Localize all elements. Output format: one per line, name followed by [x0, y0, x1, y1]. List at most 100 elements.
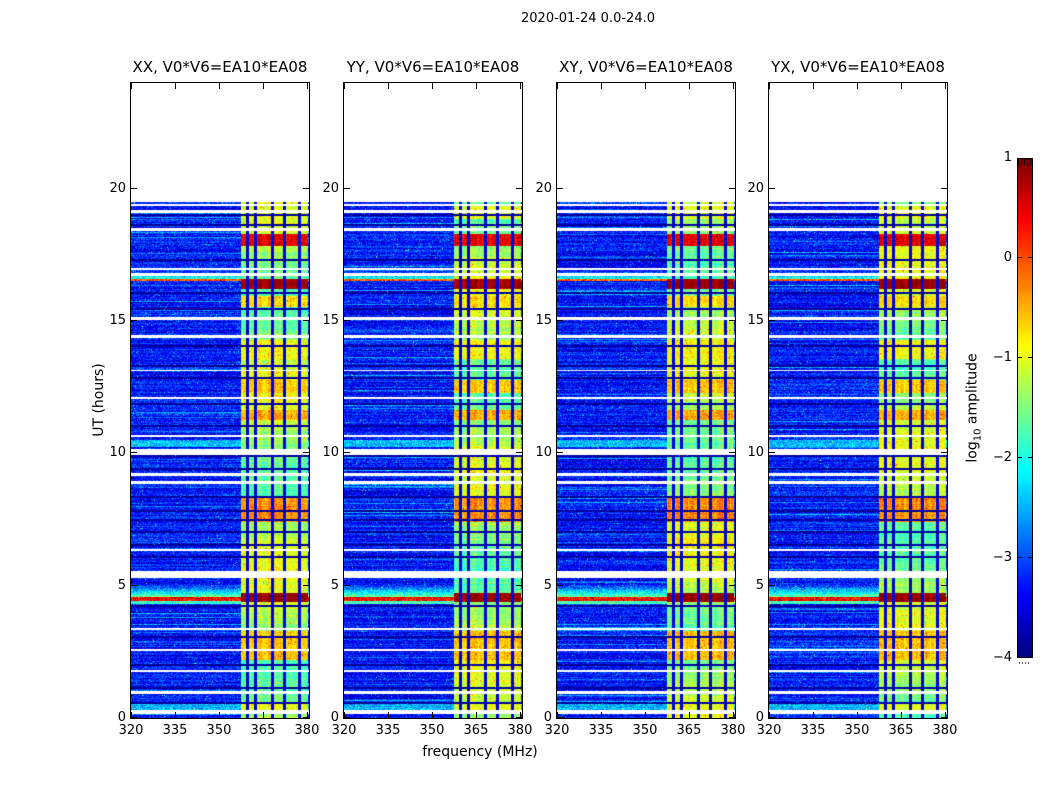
colorbar-tick-mark: [1018, 457, 1022, 458]
y-tick-label: 20: [322, 180, 339, 196]
axis-tick-right: [516, 187, 522, 189]
axis-tick-bottom: [131, 712, 132, 718]
axis-tick-top: [431, 83, 433, 89]
colorbar-tick-label: −4: [992, 650, 1012, 665]
spectrogram-panel-yy: [343, 82, 523, 719]
axis-tick-bottom: [688, 712, 690, 718]
colorbar-tick-mark: [1018, 357, 1022, 358]
axis-tick-bottom: [812, 712, 814, 718]
y-tick-label: 20: [535, 180, 552, 196]
axis-tick-bottom: [557, 712, 558, 718]
axis-tick-left: [557, 584, 563, 586]
x-tick-label: 380: [720, 723, 746, 738]
spectrogram-panel-xx: [130, 82, 310, 719]
x-tick-label: 350: [206, 723, 232, 738]
axis-tick-left: [344, 187, 350, 189]
axis-tick-top: [344, 83, 345, 89]
axis-tick-right: [303, 584, 309, 586]
panel-title-xx: XX, V0*V6=EA10*EA08: [132, 58, 308, 76]
x-tick-label: 350: [844, 723, 870, 738]
colorbar: [1017, 158, 1033, 658]
colorbar-label: log10 amplitude: [965, 353, 984, 462]
axis-tick-left: [131, 320, 137, 322]
colorbar-tick-mark: [1028, 457, 1032, 458]
axis-tick-top: [856, 83, 858, 89]
axis-tick-left: [557, 187, 563, 189]
axis-tick-top: [519, 83, 521, 89]
axis-tick-top: [944, 83, 946, 89]
x-tick-label: 365: [676, 723, 702, 738]
y-tick-label: 0: [330, 710, 339, 725]
axis-tick-right: [729, 452, 735, 454]
axis-tick-left: [131, 452, 137, 454]
axis-tick-left: [769, 320, 775, 322]
axis-tick-right: [516, 452, 522, 454]
axis-tick-top: [900, 83, 902, 89]
y-tick-label: 15: [109, 313, 126, 329]
y-tick-label: 0: [117, 710, 126, 725]
axis-tick-top: [688, 83, 690, 89]
axis-tick-top: [387, 83, 389, 89]
colorbar-label-subscript: 10: [972, 428, 984, 442]
axis-tick-bottom: [769, 712, 770, 718]
y-tick-label: 5: [543, 577, 552, 593]
x-tick-label: 365: [888, 723, 914, 738]
axis-tick-left: [131, 717, 137, 718]
panel-title-yx: YX, V0*V6=EA10*EA08: [771, 58, 945, 76]
axis-tick-left: [344, 320, 350, 322]
axis-tick-left: [557, 452, 563, 454]
axis-tick-bottom: [856, 712, 858, 718]
axis-tick-bottom: [306, 712, 308, 718]
panel-title-yy: YY, V0*V6=EA10*EA08: [346, 58, 520, 76]
axis-tick-bottom: [387, 712, 389, 718]
axis-tick-bottom: [600, 712, 602, 718]
y-tick-label: 5: [117, 577, 126, 593]
colorbar-tick-label: 0: [1003, 250, 1012, 265]
x-tick-label: 365: [463, 723, 489, 738]
axis-tick-right: [303, 717, 309, 718]
x-tick-label: 350: [419, 723, 445, 738]
y-tick-label: 15: [535, 313, 552, 329]
axis-tick-top: [600, 83, 602, 89]
axis-tick-left: [769, 187, 775, 189]
axis-tick-right: [516, 717, 522, 718]
axis-tick-bottom: [344, 712, 345, 718]
axis-tick-right: [941, 717, 947, 718]
axis-tick-bottom: [218, 712, 220, 718]
x-tick-label: 365: [250, 723, 276, 738]
spectrogram-canvas-yy: [344, 83, 522, 718]
axis-tick-left: [769, 584, 775, 586]
axis-tick-bottom: [732, 712, 734, 718]
y-tick-label: 10: [322, 445, 339, 461]
x-tick-label: 320: [544, 723, 570, 738]
axis-tick-left: [344, 452, 350, 454]
axis-tick-top: [306, 83, 308, 89]
colorbar-tick-mark: [1028, 257, 1032, 258]
axis-tick-top: [732, 83, 734, 89]
axis-tick-right: [941, 584, 947, 586]
x-tick-label: 335: [588, 723, 614, 738]
axis-tick-top: [812, 83, 814, 89]
y-tick-label: 5: [755, 577, 764, 593]
panel-title-xy: XY, V0*V6=EA10*EA08: [559, 58, 733, 76]
axis-tick-left: [769, 717, 775, 718]
axis-tick-bottom: [262, 712, 264, 718]
colorbar-tick-mark: [1018, 557, 1022, 558]
axis-tick-right: [941, 320, 947, 322]
x-tick-label: 320: [118, 723, 144, 738]
colorbar-tick-label: 1: [1003, 150, 1012, 165]
y-tick-label: 0: [755, 710, 764, 725]
spectrogram-canvas-yx: [769, 83, 947, 718]
y-tick-label: 5: [330, 577, 339, 593]
y-axis-label: UT (hours): [91, 363, 107, 437]
axis-tick-bottom: [174, 712, 176, 718]
axis-tick-bottom: [944, 712, 946, 718]
axis-tick-right: [516, 584, 522, 586]
axis-tick-top: [174, 83, 176, 89]
axis-tick-bottom: [644, 712, 646, 718]
x-tick-label: 335: [800, 723, 826, 738]
figure-title: 2020-01-24 0.0-24.0: [521, 11, 655, 26]
y-tick-label: 10: [535, 445, 552, 461]
axis-tick-top: [218, 83, 220, 89]
axis-tick-left: [769, 452, 775, 454]
